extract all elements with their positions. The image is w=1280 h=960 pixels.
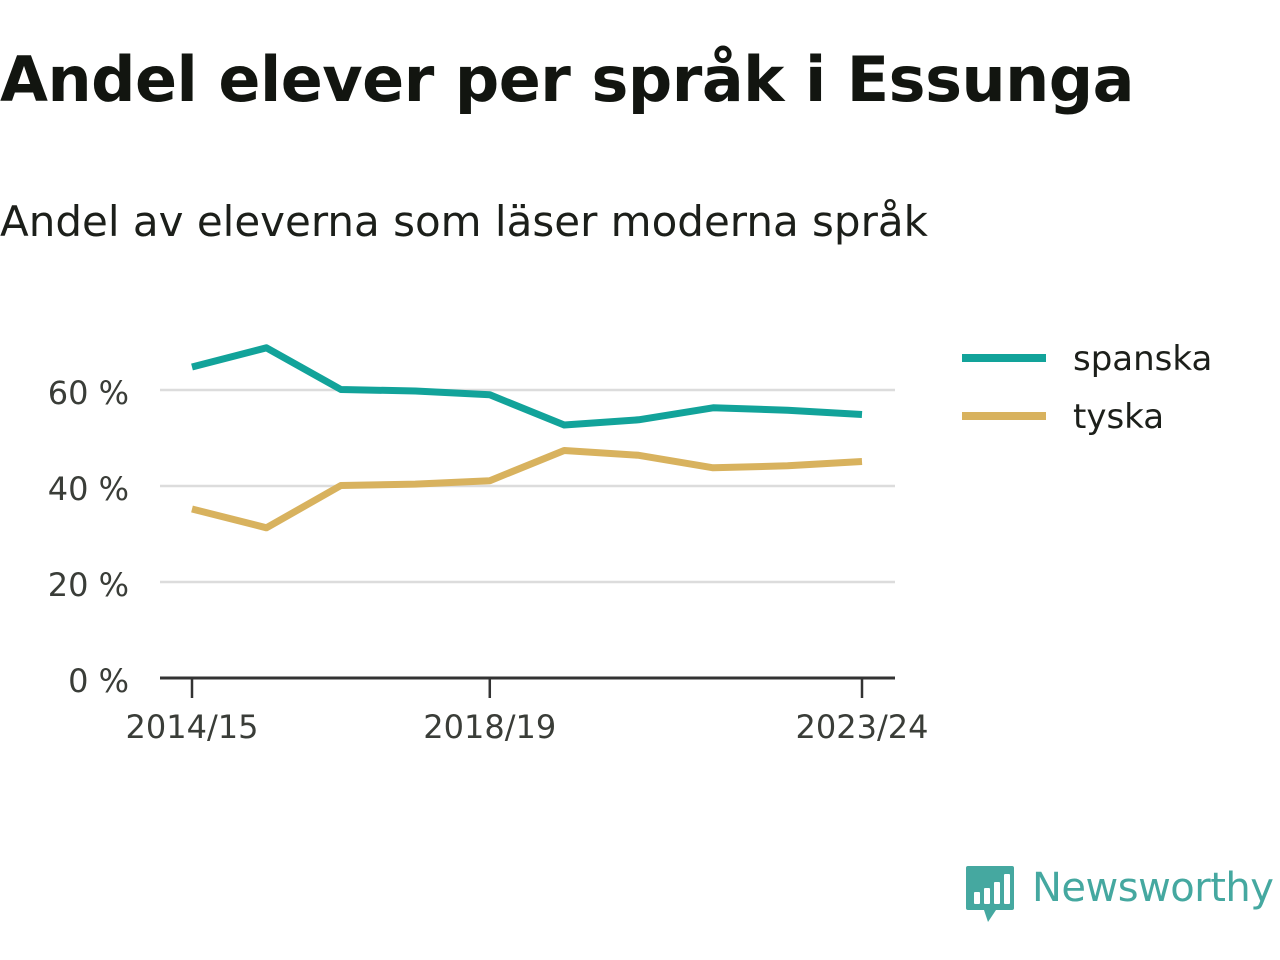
x-tick-label: 2023/24	[796, 708, 929, 746]
y-tick-label: 20 %	[48, 566, 129, 604]
chart-subtitle: Andel av eleverna som läser moderna språ…	[0, 197, 928, 246]
legend-label-tyska: tyska	[1073, 397, 1164, 437]
legend-label-spanska: spanska	[1073, 339, 1212, 379]
x-tick-label: 2018/19	[423, 708, 556, 746]
newsworthy-chart-bubble-icon	[966, 866, 1014, 922]
x-tick-label: 2014/15	[126, 708, 259, 746]
chart-title: Andel elever per språk i Essunga	[0, 43, 1134, 116]
series-line-spanska	[191, 344, 863, 429]
series-line-tyska	[191, 447, 863, 532]
newsworthy-logo: Newsworthy	[964, 864, 1274, 928]
logo-text: Newsworthy	[1032, 865, 1274, 911]
y-tick-label: 40 %	[48, 470, 129, 508]
y-tick-label: 0 %	[68, 662, 129, 700]
y-tick-label: 60 %	[48, 374, 129, 412]
